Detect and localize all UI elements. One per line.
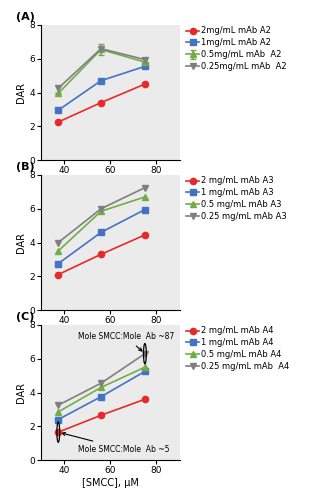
Text: Mole SMCC:Mole  Ab ~87: Mole SMCC:Mole Ab ~87 — [78, 332, 174, 351]
Legend: 2mg/mL mAb A2, 1mg/mL mAb A2, 0.5mg/mL mAb  A2, 0.25mg/mL mAb  A2: 2mg/mL mAb A2, 1mg/mL mAb A2, 0.5mg/mL m… — [186, 26, 287, 71]
Y-axis label: DAR: DAR — [16, 382, 26, 403]
Text: (B): (B) — [16, 162, 35, 172]
Legend: 2 mg/mL mAb A4, 1 mg/mL mAb A4, 0.5 mg/mL mAb A4, 0.25 mg/mL mAb  A4: 2 mg/mL mAb A4, 1 mg/mL mAb A4, 0.5 mg/m… — [186, 326, 290, 371]
Text: (C): (C) — [16, 312, 34, 322]
Text: Mole SMCC:Mole  Ab ~5: Mole SMCC:Mole Ab ~5 — [62, 432, 169, 454]
Legend: 2 mg/mL mAb A3, 1 mg/mL mAb A3, 0.5 mg/mL mAb A3, 0.25 mg/mL mAb A3: 2 mg/mL mAb A3, 1 mg/mL mAb A3, 0.5 mg/m… — [186, 176, 287, 221]
Y-axis label: DAR: DAR — [16, 232, 26, 253]
X-axis label: [SMCC], μM: [SMCC], μM — [82, 328, 139, 338]
X-axis label: [SMCC], μM: [SMCC], μM — [82, 178, 139, 188]
Text: (A): (A) — [16, 12, 35, 22]
Y-axis label: DAR: DAR — [16, 82, 26, 103]
X-axis label: [SMCC], μM: [SMCC], μM — [82, 478, 139, 488]
